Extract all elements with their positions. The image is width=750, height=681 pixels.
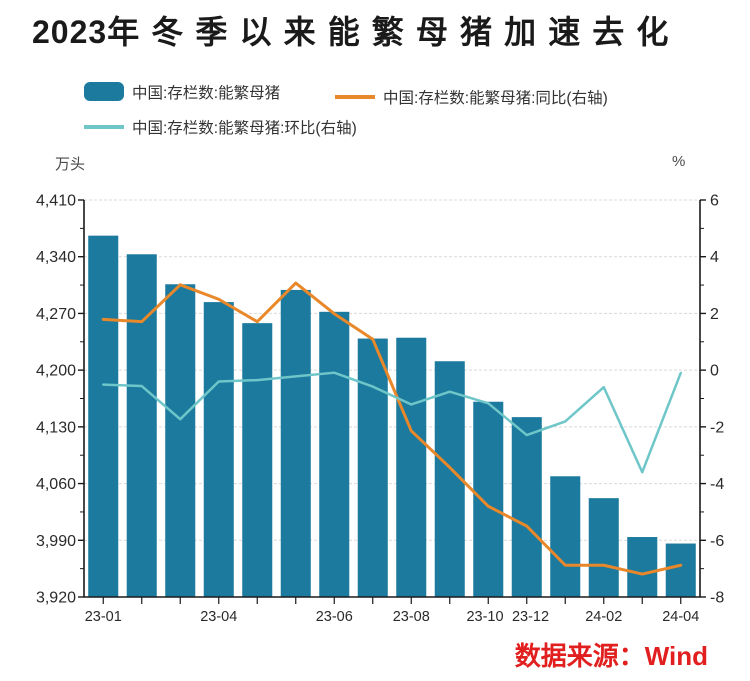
svg-text:-6: -6 bbox=[710, 533, 724, 550]
svg-text:23-12: 23-12 bbox=[512, 609, 549, 625]
svg-text:-8: -8 bbox=[710, 590, 724, 607]
svg-text:4,130: 4,130 bbox=[36, 419, 76, 436]
svg-text:3,920: 3,920 bbox=[36, 590, 76, 607]
svg-text:0: 0 bbox=[710, 363, 719, 380]
svg-text:4,340: 4,340 bbox=[36, 249, 76, 266]
svg-text:23-10: 23-10 bbox=[466, 609, 503, 625]
svg-text:23-04: 23-04 bbox=[200, 609, 237, 625]
svg-text:4,410: 4,410 bbox=[36, 193, 76, 210]
svg-text:23-08: 23-08 bbox=[393, 609, 430, 625]
svg-text:-4: -4 bbox=[710, 476, 724, 493]
svg-text:23-06: 23-06 bbox=[316, 609, 353, 625]
svg-text:24-02: 24-02 bbox=[585, 609, 622, 625]
svg-text:6: 6 bbox=[710, 193, 719, 210]
svg-text:2: 2 bbox=[710, 306, 719, 323]
svg-text:4,200: 4,200 bbox=[36, 363, 76, 380]
svg-text:4: 4 bbox=[710, 249, 719, 266]
svg-text:24-04: 24-04 bbox=[662, 609, 699, 625]
svg-text:23-01: 23-01 bbox=[85, 609, 122, 625]
svg-text:3,990: 3,990 bbox=[36, 533, 76, 550]
svg-text:-2: -2 bbox=[710, 419, 724, 436]
svg-text:4,270: 4,270 bbox=[36, 306, 76, 323]
svg-text:4,060: 4,060 bbox=[36, 476, 76, 493]
